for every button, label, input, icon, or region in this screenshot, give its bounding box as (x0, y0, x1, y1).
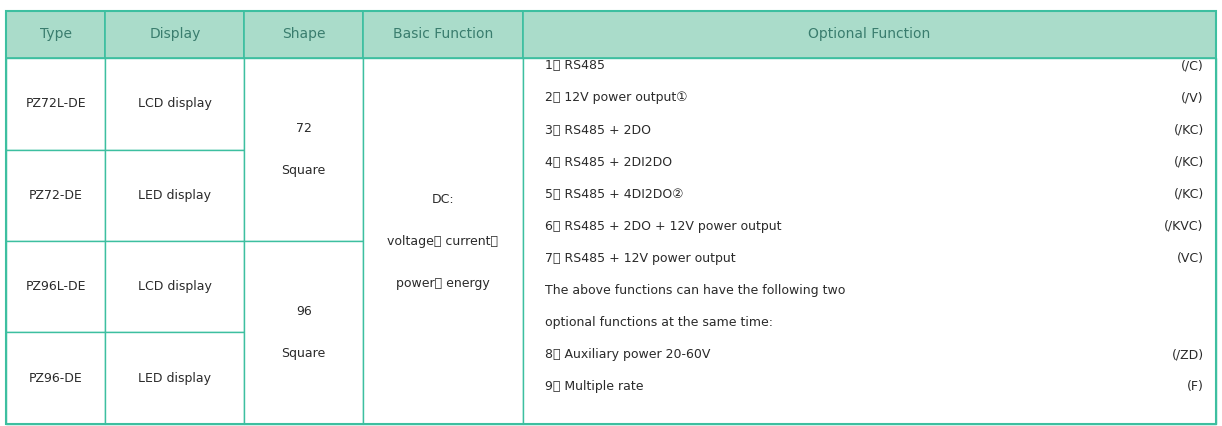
FancyBboxPatch shape (105, 11, 244, 58)
FancyBboxPatch shape (6, 241, 105, 332)
Text: (F): (F) (1187, 380, 1204, 393)
Text: 3、 RS485 + 2DO: 3、 RS485 + 2DO (545, 124, 650, 136)
Text: 5、 RS485 + 4DI2DO②: 5、 RS485 + 4DI2DO② (545, 188, 683, 201)
FancyBboxPatch shape (105, 150, 244, 241)
Text: (/ZD): (/ZD) (1172, 348, 1204, 361)
Text: (/KC): (/KC) (1173, 155, 1204, 169)
Text: DC:

voltage、 current、

power、 energy: DC: voltage、 current、 power、 energy (387, 193, 499, 290)
FancyBboxPatch shape (6, 150, 105, 241)
FancyBboxPatch shape (6, 11, 105, 58)
Text: Shape: Shape (282, 27, 325, 41)
Text: Basic Function: Basic Function (392, 27, 492, 41)
FancyBboxPatch shape (363, 58, 523, 424)
Text: (/KC): (/KC) (1173, 188, 1204, 201)
Text: (/KC): (/KC) (1173, 124, 1204, 136)
FancyBboxPatch shape (6, 332, 105, 424)
Text: 8、 Auxiliary power 20-60V: 8、 Auxiliary power 20-60V (545, 348, 710, 361)
Text: 1、 RS485: 1、 RS485 (545, 59, 605, 72)
FancyBboxPatch shape (523, 11, 1216, 58)
Text: 72

Square: 72 Square (281, 122, 326, 177)
FancyBboxPatch shape (523, 58, 1216, 424)
Text: 4、 RS485 + 2DI2DO: 4、 RS485 + 2DI2DO (545, 155, 672, 169)
Text: (VC): (VC) (1177, 252, 1204, 265)
Text: Type: Type (39, 27, 72, 41)
FancyBboxPatch shape (244, 11, 363, 58)
FancyBboxPatch shape (105, 241, 244, 332)
Text: 9、 Multiple rate: 9、 Multiple rate (545, 380, 643, 393)
Text: 96

Square: 96 Square (281, 305, 326, 360)
Text: LCD display: LCD display (138, 98, 211, 110)
FancyBboxPatch shape (244, 241, 363, 424)
Text: (/KVC): (/KVC) (1165, 220, 1204, 233)
Text: The above functions can have the following two: The above functions can have the followi… (545, 284, 846, 297)
FancyBboxPatch shape (6, 58, 105, 150)
Text: optional functions at the same time:: optional functions at the same time: (545, 316, 772, 329)
Text: PZ96L-DE: PZ96L-DE (26, 280, 86, 293)
Text: 7、 RS485 + 12V power output: 7、 RS485 + 12V power output (545, 252, 736, 265)
FancyBboxPatch shape (105, 58, 244, 150)
Text: Display: Display (149, 27, 200, 41)
FancyBboxPatch shape (105, 332, 244, 424)
Text: LED display: LED display (138, 371, 211, 385)
Text: PZ96-DE: PZ96-DE (29, 371, 83, 385)
Text: 6、 RS485 + 2DO + 12V power output: 6、 RS485 + 2DO + 12V power output (545, 220, 781, 233)
Text: PZ72L-DE: PZ72L-DE (26, 98, 86, 110)
Text: Optional Function: Optional Function (808, 27, 930, 41)
Text: LCD display: LCD display (138, 280, 211, 293)
Text: 2、 12V power output①: 2、 12V power output① (545, 92, 687, 104)
FancyBboxPatch shape (244, 58, 363, 241)
Text: LED display: LED display (138, 189, 211, 202)
Text: PZ72-DE: PZ72-DE (29, 189, 83, 202)
Text: (/V): (/V) (1182, 92, 1204, 104)
FancyBboxPatch shape (363, 11, 523, 58)
Text: (/C): (/C) (1180, 59, 1204, 72)
